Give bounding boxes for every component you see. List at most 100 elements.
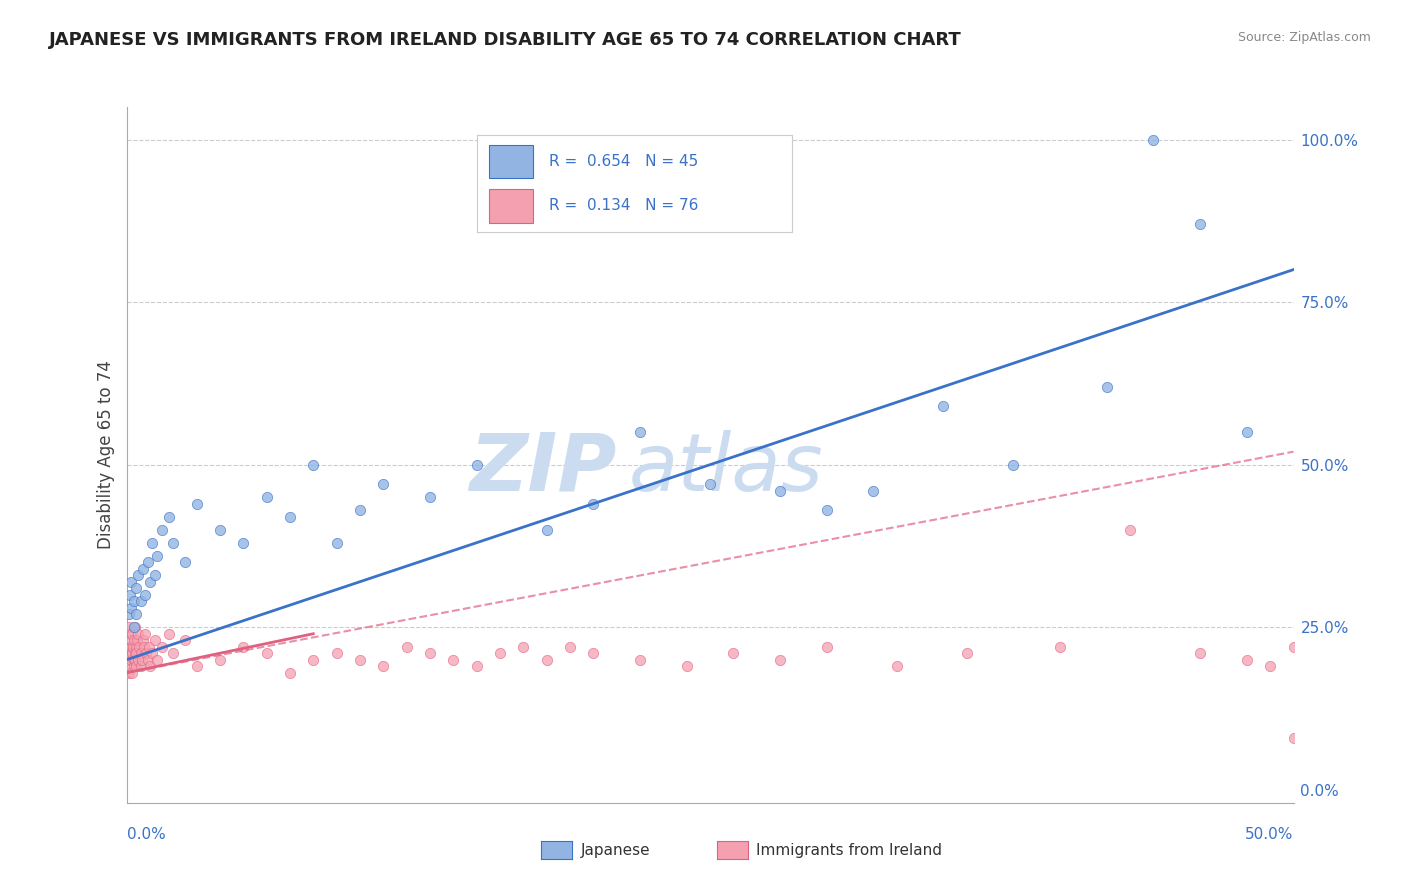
- Point: [1282, 731, 1305, 745]
- Point: [302, 653, 325, 667]
- Point: [395, 640, 418, 654]
- Point: [256, 646, 278, 660]
- Point: [373, 659, 395, 673]
- Point: [174, 555, 197, 569]
- Point: [122, 640, 145, 654]
- Point: [146, 549, 169, 563]
- Point: [122, 594, 145, 608]
- Point: [419, 490, 441, 504]
- Point: [536, 653, 558, 667]
- Point: [125, 659, 148, 673]
- Point: [278, 665, 301, 680]
- Point: [122, 653, 145, 667]
- Point: [122, 659, 145, 673]
- Point: [118, 620, 141, 634]
- Point: [1049, 640, 1071, 654]
- Point: [723, 646, 745, 660]
- Point: [1142, 132, 1164, 146]
- Point: [489, 646, 512, 660]
- Text: Immigrants from Ireland: Immigrants from Ireland: [756, 843, 942, 857]
- Point: [124, 646, 146, 660]
- Point: [118, 665, 141, 680]
- Text: atlas: atlas: [628, 430, 823, 508]
- Point: [124, 620, 146, 634]
- Point: [208, 523, 231, 537]
- Point: [582, 497, 605, 511]
- Point: [512, 640, 534, 654]
- Point: [373, 477, 395, 491]
- Point: [127, 626, 149, 640]
- Point: [1119, 523, 1142, 537]
- Point: [1189, 217, 1212, 231]
- Point: [628, 425, 651, 439]
- Point: [1236, 425, 1258, 439]
- Point: [118, 607, 141, 622]
- Point: [146, 653, 169, 667]
- Point: [769, 483, 792, 498]
- Point: [127, 653, 149, 667]
- Point: [136, 555, 159, 569]
- Point: [124, 653, 146, 667]
- Point: [157, 509, 180, 524]
- Point: [186, 659, 208, 673]
- Bar: [489, 189, 533, 222]
- Point: [129, 659, 152, 673]
- Point: [118, 588, 141, 602]
- Point: [139, 659, 162, 673]
- Text: JAPANESE VS IMMIGRANTS FROM IRELAND DISABILITY AGE 65 TO 74 CORRELATION CHART: JAPANESE VS IMMIGRANTS FROM IRELAND DISA…: [49, 31, 962, 49]
- Point: [419, 646, 441, 660]
- Point: [628, 653, 651, 667]
- Text: Source: ZipAtlas.com: Source: ZipAtlas.com: [1237, 31, 1371, 45]
- Point: [125, 607, 148, 622]
- Text: R =  0.134   N = 76: R = 0.134 N = 76: [550, 197, 699, 212]
- Point: [932, 399, 955, 413]
- Point: [1002, 458, 1025, 472]
- Point: [232, 640, 254, 654]
- Point: [120, 600, 142, 615]
- Point: [120, 633, 142, 648]
- Text: R =  0.654   N = 45: R = 0.654 N = 45: [550, 153, 699, 169]
- Point: [256, 490, 278, 504]
- Point: [862, 483, 884, 498]
- Point: [325, 535, 347, 549]
- Point: [122, 633, 145, 648]
- Point: [174, 633, 197, 648]
- Point: [117, 640, 139, 654]
- Point: [325, 646, 347, 660]
- Point: [138, 640, 160, 654]
- Point: [162, 535, 184, 549]
- Point: [121, 665, 143, 680]
- Point: [120, 653, 142, 667]
- Point: [135, 646, 157, 660]
- Point: [278, 509, 301, 524]
- Point: [141, 646, 163, 660]
- Point: [1258, 659, 1281, 673]
- Point: [536, 523, 558, 537]
- Point: [186, 497, 208, 511]
- Point: [558, 640, 581, 654]
- Bar: [489, 145, 533, 178]
- Point: [815, 503, 838, 517]
- Point: [349, 503, 371, 517]
- Point: [128, 640, 150, 654]
- Point: [118, 626, 141, 640]
- Text: Japanese: Japanese: [581, 843, 651, 857]
- Point: [127, 568, 149, 582]
- Point: [136, 653, 159, 667]
- Point: [122, 620, 145, 634]
- Point: [956, 646, 979, 660]
- Text: 0.0%: 0.0%: [127, 827, 166, 842]
- Point: [132, 562, 155, 576]
- Point: [139, 574, 162, 589]
- Point: [118, 646, 141, 660]
- Point: [129, 646, 152, 660]
- Point: [157, 626, 180, 640]
- Point: [1095, 379, 1118, 393]
- Point: [815, 640, 838, 654]
- Point: [1236, 653, 1258, 667]
- Point: [132, 640, 155, 654]
- Point: [465, 659, 488, 673]
- Y-axis label: Disability Age 65 to 74: Disability Age 65 to 74: [97, 360, 115, 549]
- Point: [349, 653, 371, 667]
- Point: [120, 574, 142, 589]
